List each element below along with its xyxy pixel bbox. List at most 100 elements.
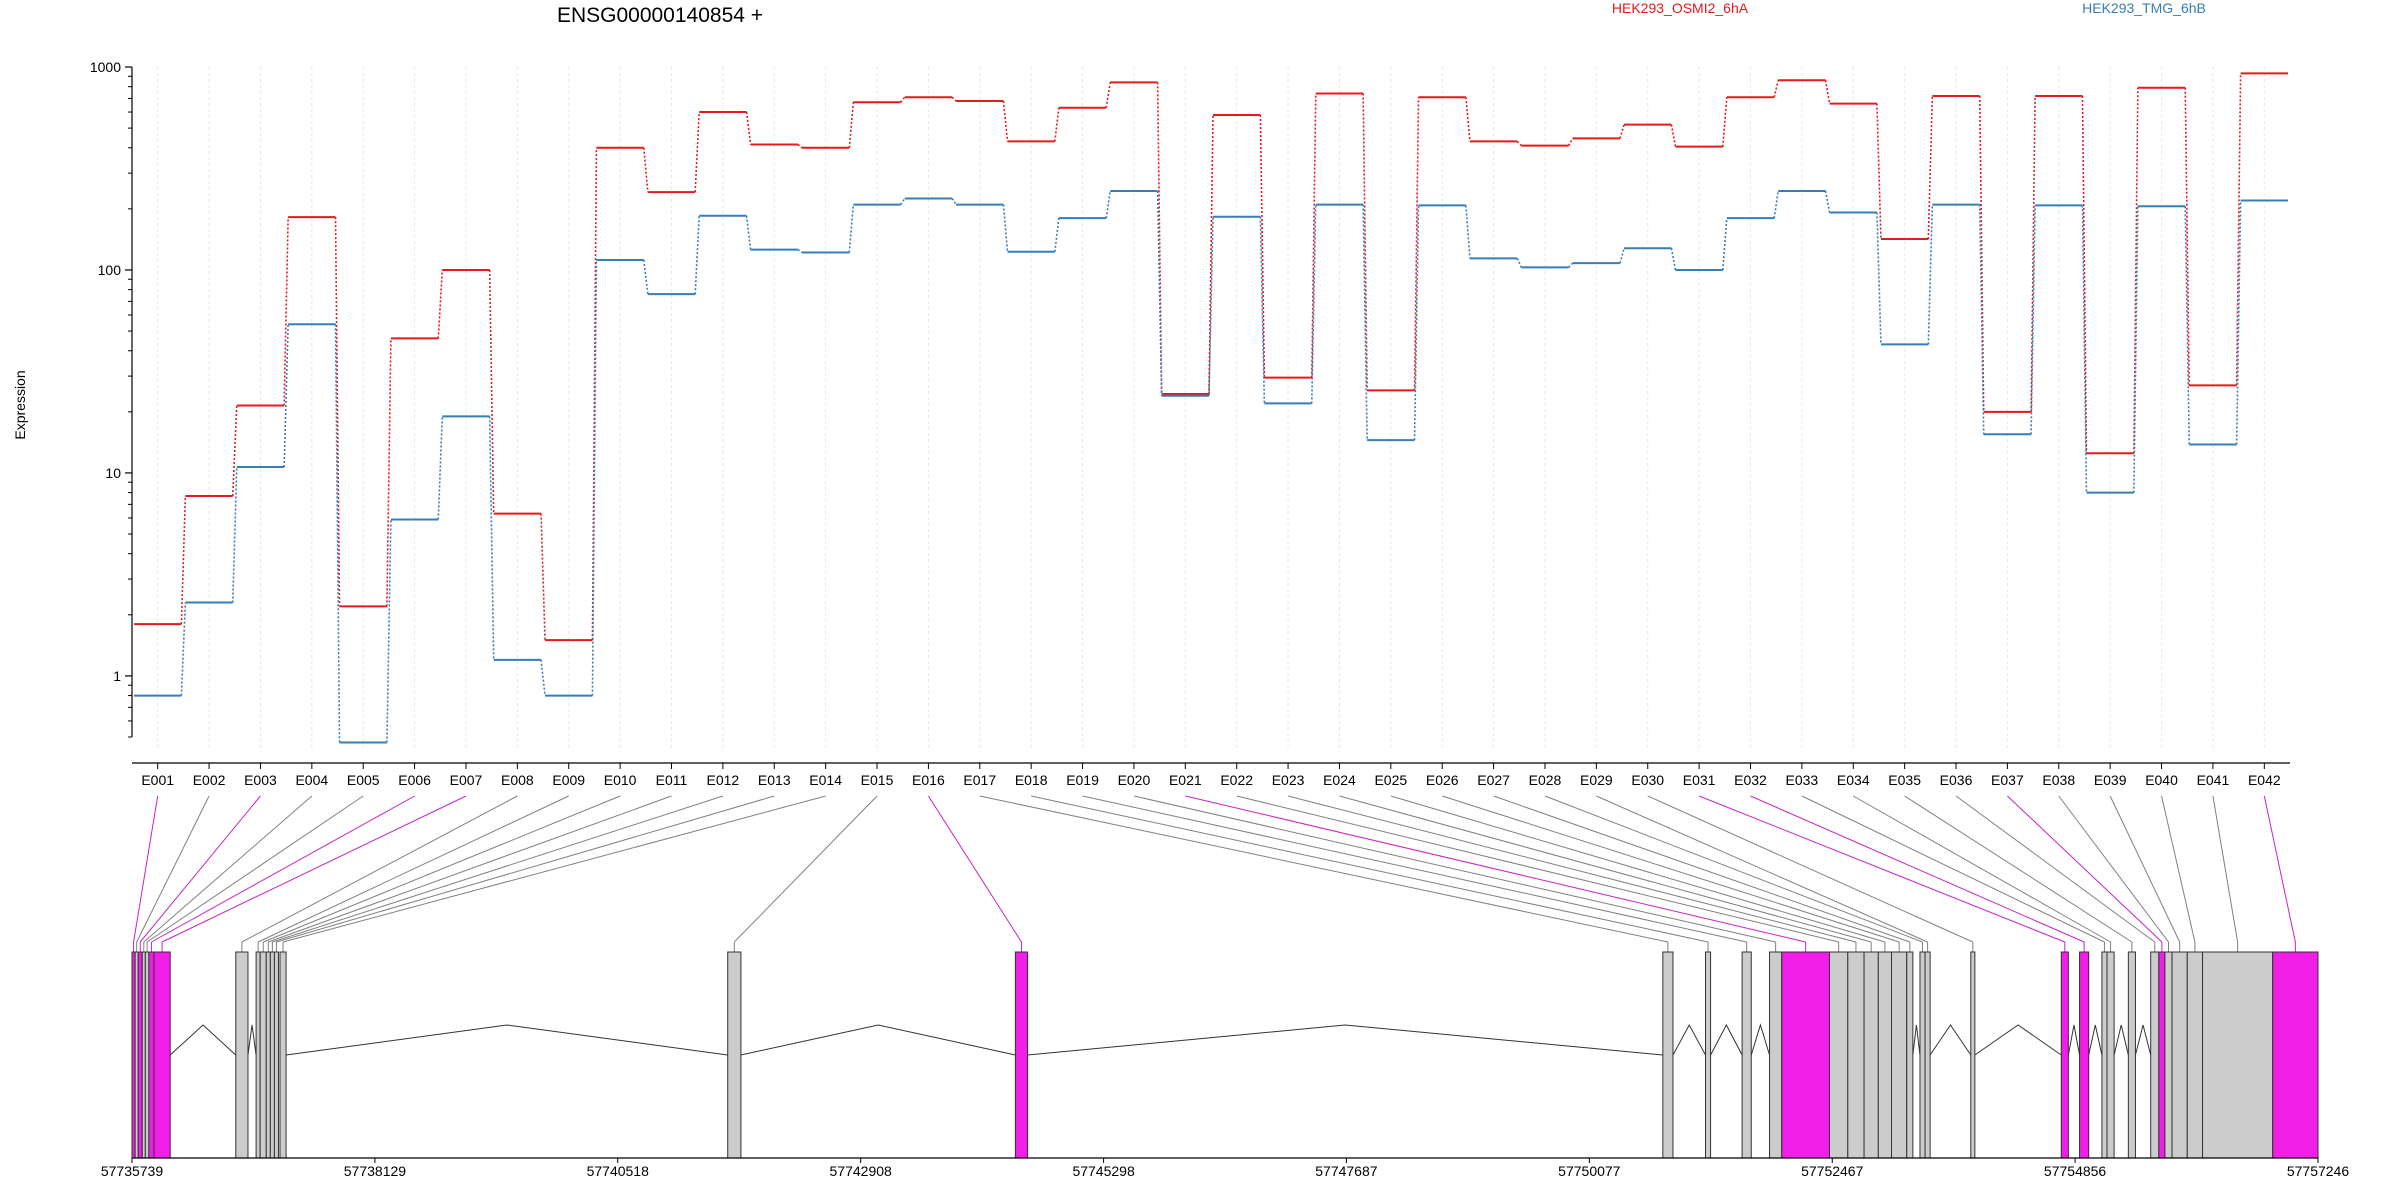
x-tick-label: E034 (1837, 772, 1870, 788)
exon-connector (133, 795, 159, 943)
series-transition (797, 248, 803, 254)
y-tick-label: 1000 (90, 59, 121, 75)
intron-line (2067, 1024, 2081, 1056)
x-tick-label: E014 (809, 772, 842, 788)
exon-box (265, 951, 271, 1159)
exon-connector (276, 795, 775, 943)
series-transition (540, 659, 546, 696)
exon-connector (268, 795, 672, 943)
series-transition (1208, 216, 1214, 396)
exon-connector (139, 795, 261, 943)
series-transition (1465, 97, 1471, 142)
series-transition (1156, 190, 1163, 396)
series-transition (643, 259, 649, 295)
exon-connector (2058, 795, 2169, 943)
x-tick-label: E006 (398, 772, 431, 788)
x-tick-label: E009 (552, 772, 585, 788)
series-transition (745, 215, 752, 250)
exon-connector (1596, 795, 1928, 943)
series-transition (1722, 218, 1728, 271)
exon-box (235, 951, 249, 1159)
x-tick-label: E038 (2042, 772, 2075, 788)
series-transition (900, 96, 906, 103)
x-tick-label: E012 (707, 772, 740, 788)
series-transition (488, 269, 495, 514)
exon-box (1847, 951, 1865, 1159)
x-tick-label: E023 (1272, 772, 1305, 788)
x-tick-label: E020 (1118, 772, 1151, 788)
x-tick-label: E025 (1374, 772, 1407, 788)
series-transition (848, 204, 855, 253)
x-tick-label: E002 (193, 772, 226, 788)
genomic-tick-label: 57754856 (2044, 1163, 2107, 1179)
exon-box (2106, 951, 2115, 1159)
x-tick-label: E019 (1066, 772, 1099, 788)
exon-box (2101, 951, 2108, 1159)
x-tick-label: E021 (1169, 772, 1202, 788)
exon-box (2202, 951, 2274, 1159)
series-transition (1310, 93, 1317, 378)
series-transition (1362, 204, 1368, 441)
series-transition (1105, 190, 1112, 219)
x-tick-label: E040 (2145, 772, 2178, 788)
exon-connector (146, 795, 364, 943)
exon-connector (1133, 795, 1776, 943)
exon-connector (979, 795, 1669, 943)
series-transition (694, 111, 700, 193)
exon-connector (1493, 795, 1910, 943)
exon-connector (257, 795, 569, 943)
intron-line (1672, 1023, 1706, 1056)
series-transition (1002, 100, 1009, 142)
intron-line (2113, 1024, 2129, 1056)
exon-box (1877, 951, 1893, 1159)
series-transition (1413, 97, 1420, 391)
x-tick-label: E028 (1529, 772, 1562, 788)
exon-box (1014, 951, 1029, 1159)
exon-connector (1390, 795, 1886, 943)
x-tick-label: E005 (347, 772, 380, 788)
exon-connector (1185, 795, 1806, 943)
series-transition (1978, 204, 1985, 435)
exon-connector (2109, 795, 2181, 943)
exon-box (1906, 951, 1914, 1159)
series-transition (1054, 218, 1060, 252)
exon-connector (1698, 795, 2065, 943)
exon-connector (143, 795, 313, 943)
series-transition (2133, 87, 2139, 454)
exon-connector (1031, 795, 1709, 943)
exon-connector (161, 795, 467, 943)
series-transition (1516, 140, 1522, 147)
genomic-tick-label: 57752467 (1801, 1163, 1864, 1179)
series-transition (1824, 190, 1831, 213)
exon-box (2060, 951, 2069, 1159)
exon-connector (1442, 795, 1900, 943)
y-tick-label: 100 (98, 262, 122, 278)
exon-connector (1955, 795, 2156, 943)
series-transition (1722, 97, 1728, 147)
exon-connector (263, 795, 621, 943)
series-transition (1773, 190, 1779, 219)
legend-item-tmg: HEK293_TMG_6hB (2082, 0, 2206, 16)
series-transition (1208, 115, 1214, 394)
y-tick-label: 1 (113, 668, 121, 684)
genomic-tick-label: 57745298 (1072, 1163, 1135, 1179)
series-transition (386, 519, 392, 743)
x-tick-label: E039 (2094, 772, 2127, 788)
exon-connector (272, 795, 724, 943)
exon-box (273, 951, 279, 1159)
exon-connector (151, 795, 415, 943)
exon-connector (927, 795, 1022, 943)
exon-box (2079, 951, 2090, 1159)
series-transition (951, 198, 957, 206)
series-transition (1567, 137, 1574, 146)
x-tick-label: E015 (861, 772, 894, 788)
series-transition (540, 513, 546, 641)
x-tick-label: E001 (141, 772, 174, 788)
series-transition (1362, 93, 1368, 391)
exon-box (1769, 951, 1783, 1159)
exon-connector (1647, 795, 1974, 943)
x-tick-label: E030 (1631, 772, 1664, 788)
series-transition (1516, 258, 1523, 268)
x-tick-label: E007 (450, 772, 483, 788)
